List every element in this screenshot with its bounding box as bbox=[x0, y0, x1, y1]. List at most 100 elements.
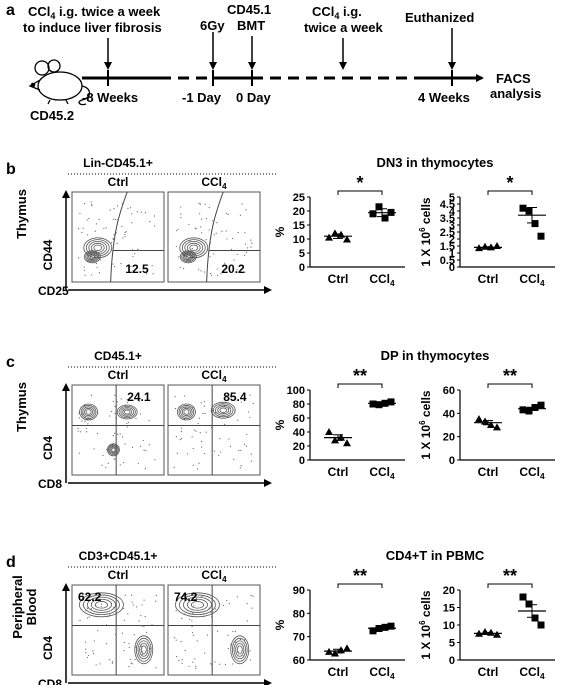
flow-event-dot bbox=[192, 256, 194, 258]
flow-event-dot bbox=[123, 619, 125, 621]
data-point bbox=[375, 203, 383, 211]
flow-event-dot bbox=[128, 665, 130, 668]
flow-event-dot bbox=[131, 222, 133, 224]
flow-event-dot bbox=[238, 449, 240, 452]
flow-contour bbox=[180, 406, 193, 418]
flow-event-dot bbox=[124, 234, 126, 236]
flow-contour bbox=[176, 403, 196, 421]
event-1-line-2: to induce liver fibrosis bbox=[23, 20, 162, 35]
flow-contour bbox=[231, 637, 248, 662]
flow-event-dot bbox=[178, 256, 180, 258]
significance-mark: ** bbox=[503, 366, 517, 386]
flow-event-dot bbox=[141, 604, 143, 606]
flow-event-dot bbox=[234, 630, 236, 633]
data-point bbox=[537, 232, 545, 240]
flow-event-dot bbox=[85, 652, 87, 654]
flow-event-dot bbox=[126, 426, 128, 428]
flow-event-dot bbox=[85, 424, 87, 427]
y-tick-label: 2.5 bbox=[440, 227, 455, 239]
flow-event-dot bbox=[107, 462, 109, 464]
facs-label: FACS bbox=[496, 71, 531, 86]
flow-event-dot bbox=[179, 266, 181, 268]
flow-event-dot bbox=[187, 453, 189, 455]
flow-event-dot bbox=[95, 664, 97, 666]
flow-event-dot bbox=[109, 209, 111, 211]
flow-event-dot bbox=[195, 667, 197, 669]
flow-event-dot bbox=[124, 236, 126, 238]
data-point bbox=[343, 235, 351, 243]
flow-event-dot bbox=[181, 662, 183, 664]
flow-event-dot bbox=[193, 605, 195, 607]
y-axis-label: 1 X 106 cells bbox=[418, 390, 433, 460]
mouse-strain-label: CD45.2 bbox=[30, 108, 74, 123]
data-point bbox=[343, 439, 351, 447]
flow-event-dot bbox=[206, 634, 208, 636]
flow-event-dot bbox=[200, 402, 202, 404]
flow-event-dot bbox=[191, 247, 193, 250]
y-tick-label: 3 bbox=[449, 220, 455, 232]
panel-d-letter: d bbox=[6, 554, 16, 571]
flow-event-dot bbox=[180, 431, 183, 433]
flow-event-dot bbox=[121, 225, 123, 228]
flow-event-dot bbox=[201, 446, 203, 448]
flow-plot-frame bbox=[167, 191, 261, 283]
flow-contour bbox=[79, 403, 98, 421]
data-point bbox=[475, 415, 483, 423]
flow-event-dot bbox=[210, 663, 212, 665]
flow-event-dot bbox=[205, 431, 207, 433]
flow-event-dot bbox=[88, 616, 90, 618]
significance-bracket bbox=[337, 190, 383, 195]
y-tick-label: 60 bbox=[293, 655, 305, 667]
flow-event-dot bbox=[113, 265, 116, 268]
flow-event-dot bbox=[226, 599, 228, 602]
flow-event-dot bbox=[131, 213, 133, 215]
flow-event-dot bbox=[131, 249, 134, 251]
flow-event-dot bbox=[94, 230, 96, 232]
flow-event-dot bbox=[201, 595, 203, 597]
flow-event-dot bbox=[192, 612, 194, 614]
data-point bbox=[537, 401, 545, 409]
flow-event-dot bbox=[200, 232, 203, 234]
x-category-label: CCl4 bbox=[519, 665, 545, 681]
flow-contour bbox=[233, 640, 246, 660]
data-point bbox=[531, 220, 539, 228]
panel-b: b Lin-CD45.1+ThymusCtrl12.5CCl420.2CD25CD… bbox=[6, 155, 555, 298]
flow-event-dot bbox=[155, 667, 157, 669]
y-tick-label: 0 bbox=[299, 262, 305, 274]
flow-event-dot bbox=[145, 631, 148, 633]
flow-event-dot bbox=[100, 259, 102, 261]
flow-contour bbox=[86, 596, 116, 613]
data-point bbox=[519, 406, 527, 414]
flow-event-dot bbox=[201, 218, 203, 220]
flow-event-dot bbox=[87, 423, 89, 425]
flow-event-dot bbox=[127, 421, 130, 424]
flow-event-dot bbox=[232, 663, 234, 665]
flow-event-dot bbox=[105, 466, 107, 468]
flow-event-dot bbox=[195, 665, 197, 667]
flow-event-dot bbox=[184, 395, 186, 397]
flow-event-dot bbox=[128, 646, 130, 649]
flow-event-dot bbox=[149, 220, 151, 223]
flow-event-dot bbox=[229, 445, 232, 447]
flow-event-dot bbox=[222, 604, 225, 607]
event-1-line-1: CCl4 i.g. twice a week bbox=[28, 4, 161, 21]
flow-event-dot bbox=[153, 215, 156, 217]
flow-event-dot bbox=[252, 595, 254, 597]
y-tick-label: 10 bbox=[443, 620, 455, 632]
flow-contour bbox=[139, 642, 149, 657]
flow-event-dot bbox=[133, 253, 136, 255]
flow-event-dot bbox=[224, 663, 227, 666]
y-marker-label: CD4 bbox=[41, 636, 55, 660]
flow-event-dot bbox=[142, 439, 144, 442]
flow-event-dot bbox=[114, 394, 116, 396]
flow-event-dot bbox=[252, 402, 254, 405]
flow-event-dot bbox=[120, 262, 122, 265]
data-point bbox=[375, 401, 383, 409]
quadrant-percentage: 20.2 bbox=[221, 262, 245, 276]
flow-event-dot bbox=[215, 232, 217, 234]
flow-event-dot bbox=[231, 237, 234, 240]
significance-bracket bbox=[487, 583, 533, 588]
flow-event-dot bbox=[113, 233, 115, 236]
